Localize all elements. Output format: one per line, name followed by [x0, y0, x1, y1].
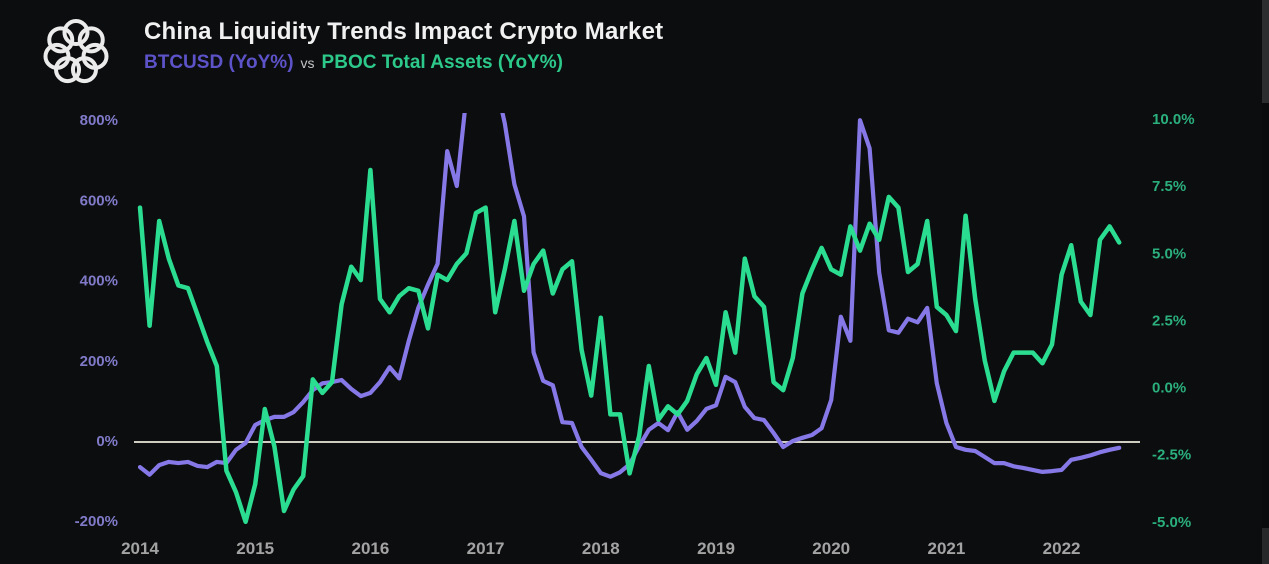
- y-axis-right-tick: 5.0%: [1152, 245, 1186, 262]
- legend-vs-label: vs: [300, 55, 315, 71]
- title-block: China Liquidity Trends Impact Crypto Mar…: [144, 18, 663, 74]
- logo-loop: [77, 26, 105, 54]
- x-axis-year-tick: 2021: [927, 539, 965, 558]
- y-axis-left-tick: 400%: [80, 273, 118, 290]
- x-axis-year-tick: 2020: [812, 539, 850, 558]
- y-axis-left-tick: 200%: [80, 353, 118, 370]
- logo-loop: [70, 56, 98, 84]
- chart-header: China Liquidity Trends Impact Crypto Mar…: [0, 0, 1269, 100]
- y-axis-left-tick: 0%: [96, 433, 118, 450]
- y-axis-left-tick: 800%: [80, 112, 118, 129]
- logo-loop: [47, 26, 75, 54]
- y-axis-right-tick: 2.5%: [1152, 312, 1186, 329]
- y-axis-right-tick: -2.5%: [1152, 447, 1191, 464]
- x-axis-year-tick: 2017: [467, 539, 505, 558]
- x-axis-year-tick: 2019: [697, 539, 735, 558]
- knot-rosette-logo-icon: [34, 13, 120, 93]
- x-axis-year-tick: 2015: [236, 539, 274, 558]
- legend-pboc-label: PBOC Total Assets (YoY%): [321, 52, 563, 73]
- pboc-line-series: [137, 167, 1122, 525]
- y-axis-right-tick: -5.0%: [1152, 514, 1191, 531]
- chart-legend: BTCUSD (YoY%) vs PBOC Total Assets (YoY%…: [144, 52, 663, 74]
- x-axis-year-tick: 2018: [582, 539, 620, 558]
- y-axis-right-tick: 7.5%: [1152, 178, 1186, 195]
- scrollbar-bottom-segment[interactable]: [1262, 528, 1269, 564]
- x-axis-year-tick: 2014: [121, 539, 159, 558]
- scrollbar-top-segment[interactable]: [1262, 0, 1269, 103]
- y-axis-right-tick: 0.0%: [1152, 380, 1186, 397]
- x-axis-year-tick: 2022: [1043, 539, 1081, 558]
- x-axis-year-tick: 2016: [351, 539, 389, 558]
- logo-loop: [62, 19, 90, 46]
- page-title: China Liquidity Trends Impact Crypto Mar…: [144, 18, 664, 45]
- y-axis-left-tick: 600%: [80, 192, 118, 209]
- right-edge-scrollbar[interactable]: [1262, 0, 1269, 564]
- y-axis-right-tick: 10.0%: [1152, 111, 1195, 128]
- y-axis-left-tick: -200%: [75, 513, 118, 530]
- legend-btcusd-label: BTCUSD (YoY%): [144, 52, 294, 73]
- logo-loop: [43, 42, 71, 70]
